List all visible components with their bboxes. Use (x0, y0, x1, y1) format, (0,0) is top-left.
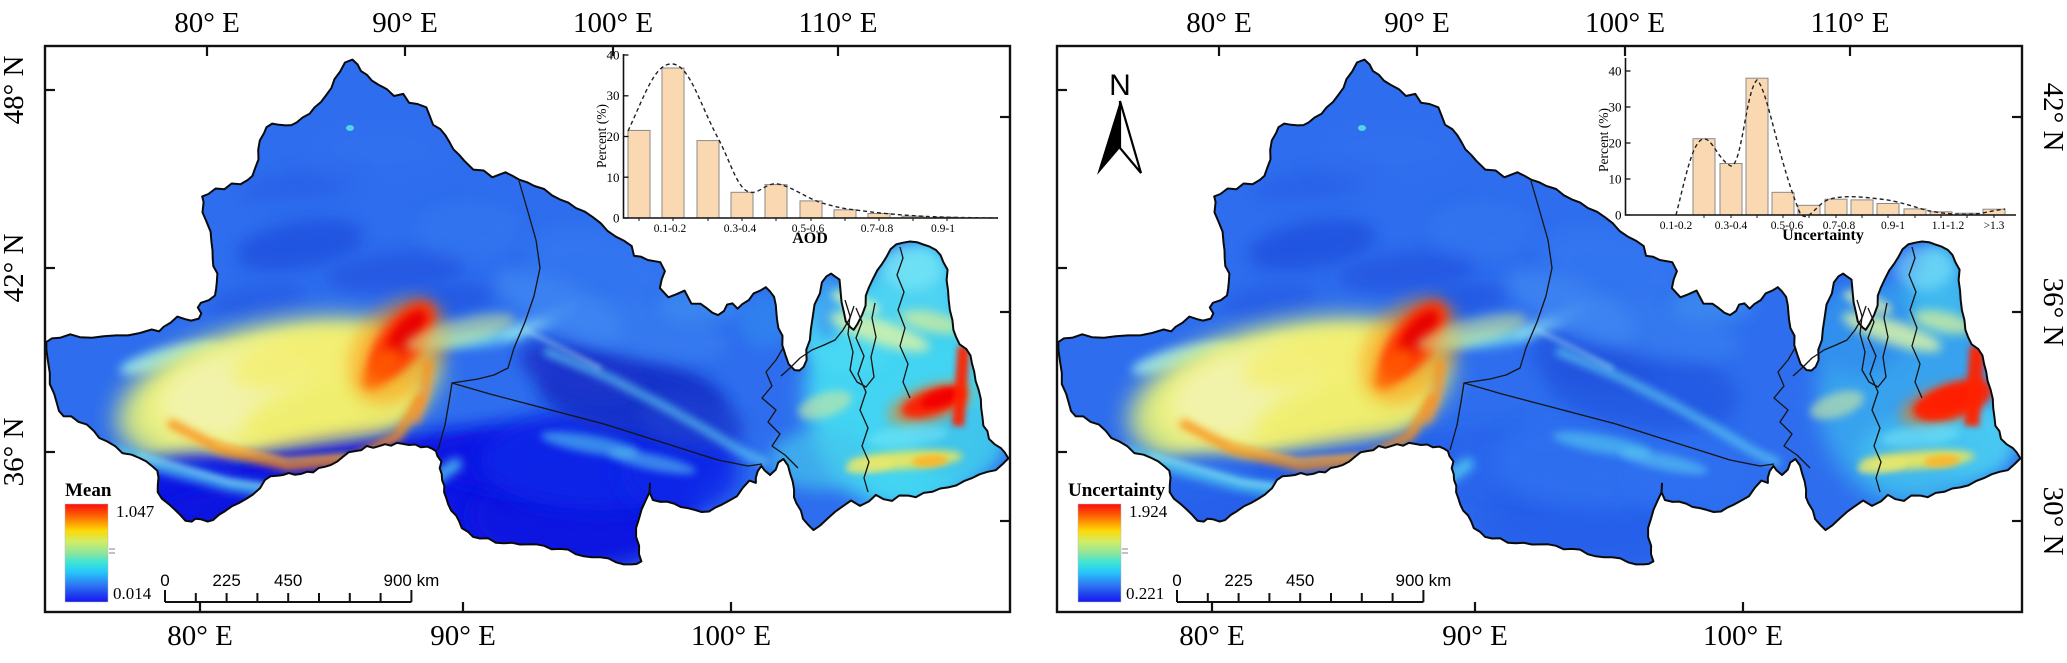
svg-text:AOD: AOD (792, 230, 828, 247)
svg-text:225: 225 (1224, 571, 1252, 590)
svg-text:0.014: 0.014 (113, 584, 152, 603)
svg-text:30: 30 (607, 88, 620, 103)
svg-text:0.221: 0.221 (1126, 584, 1164, 603)
svg-text:100° E: 100° E (1585, 7, 1665, 39)
svg-text:0.5-0.6: 0.5-0.6 (1771, 220, 1804, 232)
svg-text:110° E: 110° E (1811, 7, 1890, 39)
svg-text:Percent (%): Percent (%) (594, 104, 609, 168)
svg-text:10: 10 (1609, 172, 1622, 187)
svg-text:0.9-1: 0.9-1 (1881, 220, 1905, 232)
svg-text:0.9-1: 0.9-1 (931, 223, 955, 235)
svg-text:225: 225 (212, 571, 240, 590)
svg-text:90° E: 90° E (430, 620, 496, 652)
svg-text:0.7-0.8: 0.7-0.8 (861, 223, 894, 235)
svg-text:42° N: 42° N (2037, 83, 2067, 152)
svg-text:48° N: 48° N (0, 56, 30, 125)
svg-text:900 km: 900 km (1396, 571, 1452, 590)
svg-text:30: 30 (1609, 100, 1622, 115)
svg-text:>1.3: >1.3 (1984, 220, 2005, 232)
svg-text:1.1-1.2: 1.1-1.2 (1932, 220, 1965, 232)
svg-text:100° E: 100° E (1703, 620, 1783, 652)
svg-text:0.7-0.8: 0.7-0.8 (1823, 220, 1856, 232)
svg-text:90° E: 90° E (1442, 620, 1508, 652)
svg-text:90° E: 90° E (1384, 7, 1450, 39)
svg-text:0.1-0.2: 0.1-0.2 (654, 223, 687, 235)
svg-text:1.047: 1.047 (116, 502, 155, 521)
svg-text:450: 450 (274, 571, 302, 590)
svg-text:0.3-0.4: 0.3-0.4 (1715, 220, 1748, 232)
svg-text:36° N: 36° N (0, 418, 30, 487)
svg-text:Uncertainty: Uncertainty (1068, 480, 1166, 501)
svg-text:42° N: 42° N (0, 234, 30, 303)
svg-text:0: 0 (1615, 208, 1622, 223)
svg-text:80° E: 80° E (1179, 620, 1245, 652)
svg-text:40: 40 (1609, 64, 1622, 79)
svg-text:0.5-0.6: 0.5-0.6 (792, 223, 825, 235)
svg-text:900 km: 900 km (384, 571, 440, 590)
svg-text:90° E: 90° E (372, 7, 438, 39)
svg-text:Percent (%): Percent (%) (1596, 108, 1611, 172)
svg-text:20: 20 (1609, 136, 1622, 151)
svg-text:30° N: 30° N (2037, 487, 2067, 556)
svg-text:36° N: 36° N (2037, 278, 2067, 347)
svg-text:N: N (1109, 69, 1131, 102)
svg-text:1.924: 1.924 (1129, 502, 1168, 521)
svg-text:80° E: 80° E (167, 620, 233, 652)
svg-text:100° E: 100° E (691, 620, 771, 652)
svg-text:100° E: 100° E (573, 7, 653, 39)
svg-text:Mean: Mean (65, 480, 112, 501)
svg-text:80° E: 80° E (174, 7, 240, 39)
svg-text:80° E: 80° E (1186, 7, 1252, 39)
svg-text:10: 10 (607, 170, 620, 185)
svg-text:110° E: 110° E (799, 7, 878, 39)
svg-text:0.3-0.4: 0.3-0.4 (724, 223, 757, 235)
svg-text:450: 450 (1286, 571, 1314, 590)
svg-text:0: 0 (160, 571, 169, 590)
svg-text:Uncertainty: Uncertainty (1782, 227, 1864, 244)
svg-text:0: 0 (613, 211, 620, 226)
svg-text:0: 0 (1172, 571, 1181, 590)
svg-text:20: 20 (607, 129, 620, 144)
svg-text:0.1-0.2: 0.1-0.2 (1660, 220, 1693, 232)
